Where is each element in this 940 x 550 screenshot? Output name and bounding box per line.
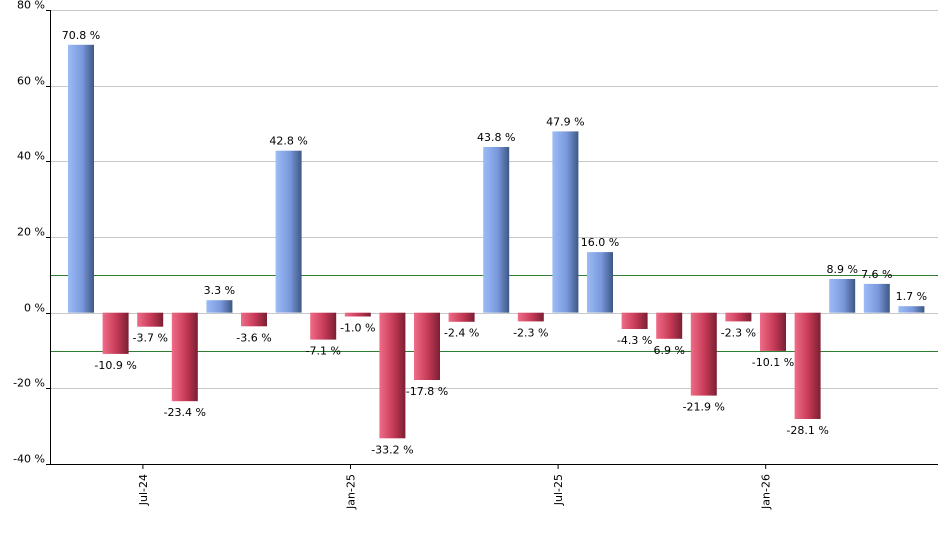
bar-value-label: 43.8 % [477,131,515,144]
bar-value-label: 16.0 % [581,236,619,249]
y-tick-label: 80 % [17,0,45,12]
bar [171,312,198,402]
bar-value-label: -23.4 % [164,406,206,419]
bar [206,300,233,313]
bar-value-label: -2.3 % [721,326,756,339]
bar-value-label: 1.7 % [896,290,927,303]
bar [68,44,94,313]
bar [414,312,440,380]
bar-value-label: -10.1 % [752,356,794,369]
bar [379,312,406,439]
y-tick-label: 60 % [17,75,45,88]
bar-value-label: 7.6 % [861,268,892,281]
axes [50,10,938,465]
y-axis-ticks: 80 % 60 % 40 % 20 % 0 % -20 % -40 % [13,0,50,466]
bar [898,306,925,313]
bar-value-label: 42.8 % [269,135,307,148]
bar [587,252,613,313]
x-tick-label: Jan-25 [345,474,358,510]
bar-value-label: 6.9 % [653,344,684,357]
bar-value-label: 70.8 % [62,29,100,42]
bar [829,279,856,313]
x-tick-label: Jul-25 [552,474,565,506]
bar [448,312,475,322]
bar [690,312,717,396]
x-tick-label: Jan-26 [760,474,773,510]
bar-value-label: -3.6 % [236,331,271,344]
bar-value-label: -2.3 % [513,326,548,339]
y-tick-label: 40 % [17,150,45,163]
bar-value-label: -2.4 % [444,327,479,340]
bar [310,312,337,340]
bar-value-label: 8.9 % [826,263,857,276]
bar-value-label: -28.1 % [786,424,828,437]
bar-value-label: -4.3 % [617,334,652,347]
y-tick-label: -40 % [13,453,45,466]
bar [863,283,890,313]
bar [275,150,302,313]
bar-value-label: -3.7 % [132,332,167,345]
bar [137,312,164,327]
bar [552,131,579,313]
x-axis-ticks: Jul-24 Jan-25 Jul-25 Jan-26 [137,464,773,510]
bar [517,312,544,322]
bar-value-label: -21.9 % [683,401,725,414]
bar-value-label: -17.8 % [406,385,448,398]
bar [794,312,821,419]
x-tick-label: Jul-24 [137,474,150,506]
bars [68,44,925,439]
bar [241,312,267,327]
y-tick-label: -20 % [13,377,45,390]
bar [102,312,129,354]
bar-value-label: -1.0 % [340,322,375,335]
bar-value-labels: 70.8 % -10.9 % -3.7 % -23.4 % 3.3 % -3.6 % 42.… [62,29,927,456]
bar [760,312,786,351]
bar-value-label: 3.3 % [204,284,235,297]
bar-value-label: -33.2 % [371,443,413,456]
bar [344,312,371,317]
y-tick-label: 20 % [17,226,45,239]
bar-value-label: -10.9 % [94,359,136,372]
bar [725,312,752,322]
bar-value-label: 47.9 % [546,115,584,128]
bar-value-label: -7.1 % [305,345,340,358]
bar [656,312,683,339]
bar [483,147,510,313]
bar [621,312,648,329]
y-tick-label: 0 % [24,302,45,315]
